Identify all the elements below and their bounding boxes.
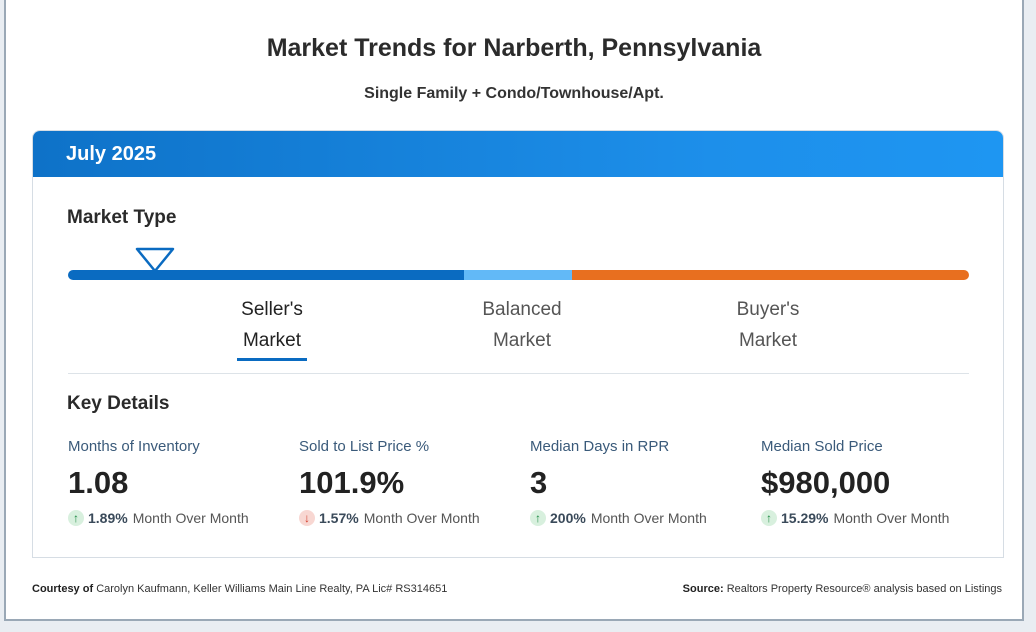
active-market-underline — [237, 358, 307, 361]
detail-months-of-inventory: Months of Inventory 1.08 ↑ 1.89% Month O… — [68, 438, 288, 526]
detail-label: Median Sold Price — [761, 438, 883, 455]
detail-change: ↑ 1.89% Month Over Month — [68, 510, 288, 526]
courtesy-text: Carolyn Kaufmann, Keller Williams Main L… — [96, 583, 448, 595]
source-label: Source: — [682, 583, 724, 595]
balanced-market-label: Balanced Market — [452, 294, 592, 356]
market-type-bar — [68, 270, 969, 280]
buyers-market-segment — [572, 270, 969, 280]
detail-label: Months of Inventory — [68, 438, 200, 455]
detail-value: 3 — [530, 465, 548, 500]
detail-median-sold-price: Median Sold Price $980,000 ↑ 15.29% Mont… — [761, 438, 981, 526]
market-card: July 2025 Market Type Seller's Market Ba… — [32, 130, 1004, 558]
market-position-marker-icon — [135, 247, 175, 273]
period-label: July 2025 — [66, 143, 157, 165]
card-header: July 2025 — [33, 131, 1003, 177]
change-percent: 1.57% — [319, 510, 359, 526]
detail-value: 101.9% — [299, 465, 405, 500]
detail-change: ↓ 1.57% Month Over Month — [299, 510, 519, 526]
change-suffix: Month Over Month — [833, 510, 950, 526]
buyers-market-label: Buyer's Market — [698, 294, 838, 356]
arrow-up-icon: ↑ — [761, 510, 777, 526]
courtesy-label: Courtesy of — [32, 583, 94, 595]
change-suffix: Month Over Month — [363, 510, 480, 526]
detail-value: $980,000 — [761, 465, 891, 500]
arrow-up-icon: ↑ — [530, 510, 546, 526]
detail-value: 1.08 — [68, 465, 129, 500]
change-suffix: Month Over Month — [590, 510, 707, 526]
detail-sold-to-list: Sold to List Price % 101.9% ↓ 1.57% Mont… — [299, 438, 519, 526]
arrow-up-icon: ↑ — [68, 510, 84, 526]
source-text: Realtors Property Resource® analysis bas… — [726, 583, 1002, 595]
source-footer: Source: Realtors Property Resource® anal… — [683, 583, 1002, 595]
buyers-market-line1: Buyer's — [736, 299, 800, 320]
balanced-market-segment — [464, 270, 572, 280]
detail-label: Median Days in RPR — [530, 438, 670, 455]
page-subtitle: Single Family + Condo/Townhouse/Apt. — [364, 85, 664, 102]
change-percent: 1.89% — [88, 510, 128, 526]
detail-median-days: Median Days in RPR 3 ↑ 200% Month Over M… — [530, 438, 750, 526]
change-percent: 200% — [550, 510, 586, 526]
page-title: Market Trends for Narberth, Pennsylvania — [266, 34, 762, 62]
key-details-title: Key Details — [67, 393, 170, 414]
arrow-down-icon: ↓ — [299, 510, 315, 526]
section-divider — [68, 373, 969, 374]
sellers-market-line1: Seller's — [241, 299, 303, 320]
detail-label: Sold to List Price % — [299, 438, 430, 455]
courtesy-footer: Courtesy of Carolyn Kaufmann, Keller Wil… — [32, 583, 447, 595]
change-suffix: Month Over Month — [132, 510, 249, 526]
change-percent: 15.29% — [781, 510, 829, 526]
balanced-market-line2: Market — [492, 330, 552, 351]
buyers-market-line2: Market — [738, 330, 798, 351]
detail-change: ↑ 15.29% Month Over Month — [761, 510, 981, 526]
sellers-market-line2: Market — [242, 330, 302, 351]
sellers-market-segment — [68, 270, 464, 280]
sellers-market-label: Seller's Market — [202, 294, 342, 361]
report-frame: Market Trends for Narberth, Pennsylvania… — [4, 0, 1024, 621]
balanced-market-line1: Balanced — [482, 299, 562, 320]
detail-change: ↑ 200% Month Over Month — [530, 510, 750, 526]
market-type-title: Market Type — [67, 207, 177, 228]
